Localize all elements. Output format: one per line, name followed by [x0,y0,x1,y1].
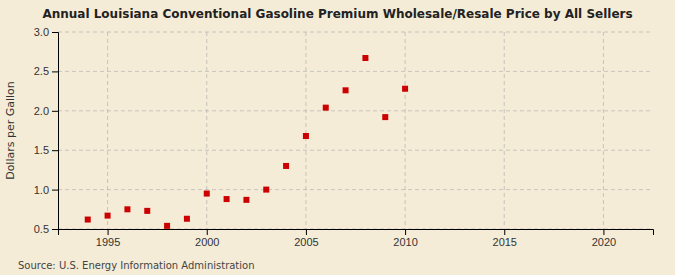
tick-label: 1.0 [34,184,49,196]
point [243,197,249,203]
tick-label: 2020 [592,236,616,248]
point [164,223,170,229]
tick: 2005 [294,229,318,248]
grid-line [58,110,653,111]
point [283,163,289,169]
tick-label: 2015 [493,236,517,248]
grid-line [107,32,108,229]
tick: 2000 [195,229,219,248]
tick: 1.0 [34,184,58,196]
title: Annual Louisiana Conventional Gasoline P… [42,7,632,21]
point [323,105,329,111]
grid-line [58,150,653,151]
tick-mark [52,229,58,230]
tick-mark [52,32,58,33]
grid-line [305,32,306,229]
tick-mark [306,229,307,235]
x-axis: 1995 2000 2005 2010 2015 2020 [59,229,654,248]
tick: 2010 [393,229,417,248]
tick-label: 2000 [195,236,219,248]
grid-line [58,189,653,190]
y-axis: 0.5 1.0 1.5 2.0 2.5 3.0 [34,26,59,235]
tick-mark [52,190,58,191]
point [382,114,388,120]
point [85,217,91,223]
annotation: Source: U.S. Energy Information Administ… [18,260,255,271]
tick: 0.5 [34,223,58,235]
tick-mark [108,229,109,235]
chart: 1995 2000 2005 2010 2015 2020 0.5 1.0 1.5 2.0 2.5 3… [0,0,675,275]
axis-line [52,33,59,230]
point [343,87,349,93]
axis-line [59,230,654,236]
tick: 3.0 [34,26,58,38]
grid-line [58,32,653,33]
grid-line [405,32,406,229]
tick-mark [603,229,604,235]
y-axis-title: Dollars per Gallon [4,81,17,180]
tick-mark [207,229,208,235]
tick-mark [405,229,406,235]
tick-label: 2.5 [34,65,49,77]
tick-label: 2.0 [34,105,49,117]
grid-line [603,32,604,229]
grid-line [504,32,505,229]
tick-label: 1995 [96,236,120,248]
tick: 1.5 [34,144,58,156]
tick: 2.0 [34,105,58,117]
point [263,187,269,193]
tick-label: 0.5 [34,223,49,235]
point [184,216,190,222]
tick: 1995 [96,229,120,248]
point [362,55,368,61]
tick-label: 2010 [393,236,417,248]
grid [58,32,653,229]
tick-mark [52,111,58,112]
grid-line [58,71,653,72]
point [144,208,150,214]
tick-label: 1.5 [34,144,49,156]
point [204,191,210,197]
point [402,86,408,92]
tick: 2020 [592,229,616,248]
points [85,55,408,229]
point [303,133,309,139]
grid-line [206,32,207,229]
tick: 2.5 [34,65,58,77]
point [105,213,111,219]
tick-label: 3.0 [34,26,49,38]
tick-mark [52,150,58,151]
plot-area: 1995 2000 2005 2010 2015 2020 0.5 1.0 1.5 2.0 2.5 3… [34,26,654,248]
point [124,206,130,212]
tick-mark [504,229,505,235]
tick-label: 2005 [294,236,318,248]
tick-mark [52,71,58,72]
point [224,196,230,202]
tick: 2015 [493,229,517,248]
